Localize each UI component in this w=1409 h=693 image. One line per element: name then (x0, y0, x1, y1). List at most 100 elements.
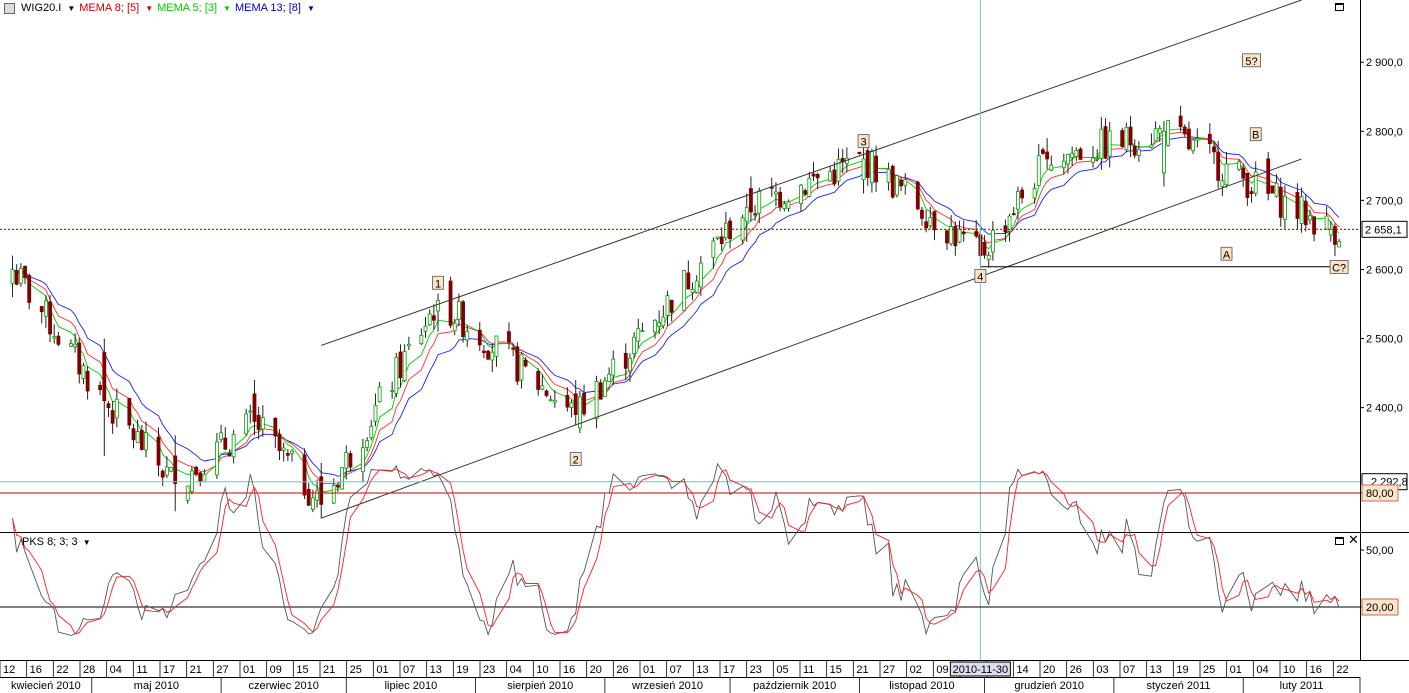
candle (1157, 128, 1162, 134)
candle (340, 467, 344, 490)
candle (786, 201, 791, 209)
candle (603, 380, 607, 397)
candle (1187, 128, 1191, 150)
candle (1249, 191, 1254, 195)
candle (1166, 120, 1170, 146)
candle (723, 222, 728, 239)
candle (1270, 185, 1275, 194)
wave-label: 3 (860, 137, 866, 149)
month-label: maj 2010 (134, 680, 179, 692)
maximize-oscillator-icon[interactable] (1335, 537, 1344, 545)
wave-label: B (1252, 130, 1259, 142)
y-tick-label: 2 900,0 (1366, 57, 1403, 69)
candle (1333, 226, 1337, 245)
oscillator-dropdown-icon[interactable]: ▼ (82, 538, 91, 547)
x-tick-label: 03 (1096, 664, 1108, 676)
candle (1337, 240, 1342, 248)
mema8-label[interactable]: MEMA 8; [5] (79, 2, 140, 14)
wave-label-box (432, 275, 444, 290)
x-tick-label: 04 (510, 664, 522, 676)
candle (507, 331, 511, 343)
wave-label-box (1242, 53, 1261, 68)
candle (1020, 189, 1024, 199)
mema5-dropdown-icon[interactable]: ▼ (223, 3, 231, 13)
candle (1295, 192, 1300, 219)
candle (219, 432, 224, 440)
x-tick-label: 27 (216, 664, 228, 676)
last-price-label: 2 658,1 (1365, 224, 1402, 236)
maximize-main-icon[interactable] (1335, 3, 1344, 11)
y-tick-label: 2 700,0 (1366, 195, 1403, 207)
chart-icon (4, 2, 15, 14)
candle (85, 370, 90, 392)
candle (582, 392, 586, 415)
osc-tick-label: 50,00 (1366, 545, 1394, 557)
candle (895, 175, 899, 196)
x-tick-label: 01 (1230, 664, 1242, 676)
close-oscillator-icon[interactable]: ✕ (1348, 533, 1359, 548)
candle (160, 470, 165, 478)
candle (1266, 158, 1271, 194)
candle (173, 455, 178, 485)
x-tick-label: 17 (723, 664, 735, 676)
x-tick-label: 07 (1123, 664, 1135, 676)
candle (1216, 151, 1221, 181)
oscillator-label[interactable]: PKS 8; 3; 3 (22, 536, 78, 548)
candle (632, 336, 637, 355)
x-tick-label: 04 (110, 664, 122, 676)
symbol-label[interactable]: WIG20.I (21, 2, 62, 14)
x-tick-label: 15 (296, 664, 308, 676)
last-price-box (1361, 220, 1408, 238)
candle (1124, 126, 1129, 151)
candle (778, 191, 783, 208)
candle (448, 280, 453, 326)
candle (164, 466, 169, 476)
oscillator-header: PKS 8; 3; 3 ▼ (22, 536, 91, 548)
candle (81, 365, 86, 379)
x-cursor-label: 2010-11-30 (953, 664, 1008, 676)
candle (653, 319, 657, 333)
candle (536, 371, 541, 390)
wave-label: 1 (435, 278, 441, 290)
candle (315, 490, 319, 501)
candle (690, 289, 695, 293)
x-tick-label: 07 (403, 664, 415, 676)
month-label: listopad 2010 (889, 680, 954, 692)
candle (436, 300, 440, 312)
candle (402, 351, 407, 382)
x-tick-label: 21 (190, 664, 202, 676)
candle (348, 453, 353, 468)
symbol-dropdown-icon[interactable]: ▼ (67, 3, 76, 13)
y-tick-label: 2 400,0 (1366, 403, 1403, 415)
candle (753, 213, 757, 216)
candle (10, 269, 15, 284)
candle (198, 472, 203, 482)
wave-label-box (1329, 259, 1349, 274)
candle (14, 270, 19, 285)
candle (465, 330, 470, 341)
trend-line (321, 0, 1302, 346)
candle (394, 356, 399, 394)
candle (482, 350, 486, 354)
mema5-label[interactable]: MEMA 5; [3] (157, 2, 218, 14)
mema8-dropdown-icon[interactable]: ▼ (145, 3, 154, 13)
osc-tick-box (1361, 484, 1399, 502)
candle (406, 343, 411, 347)
candle (569, 402, 574, 408)
month-label: luty 2011 (1280, 680, 1324, 692)
candle (711, 240, 716, 258)
x-tick-label: 05 (776, 664, 788, 676)
candle (486, 350, 490, 360)
x-tick-label: 16 (563, 664, 575, 676)
candle (43, 300, 48, 317)
mema13-dropdown-icon[interactable]: ▼ (306, 3, 315, 13)
candle (18, 267, 23, 284)
candle (1011, 213, 1016, 215)
candle (1153, 128, 1158, 142)
candle (98, 384, 103, 391)
candle (832, 169, 837, 185)
mema13-line (12, 136, 1340, 477)
candle (106, 403, 111, 409)
mema13-label[interactable]: MEMA 13; [8] (234, 2, 301, 14)
